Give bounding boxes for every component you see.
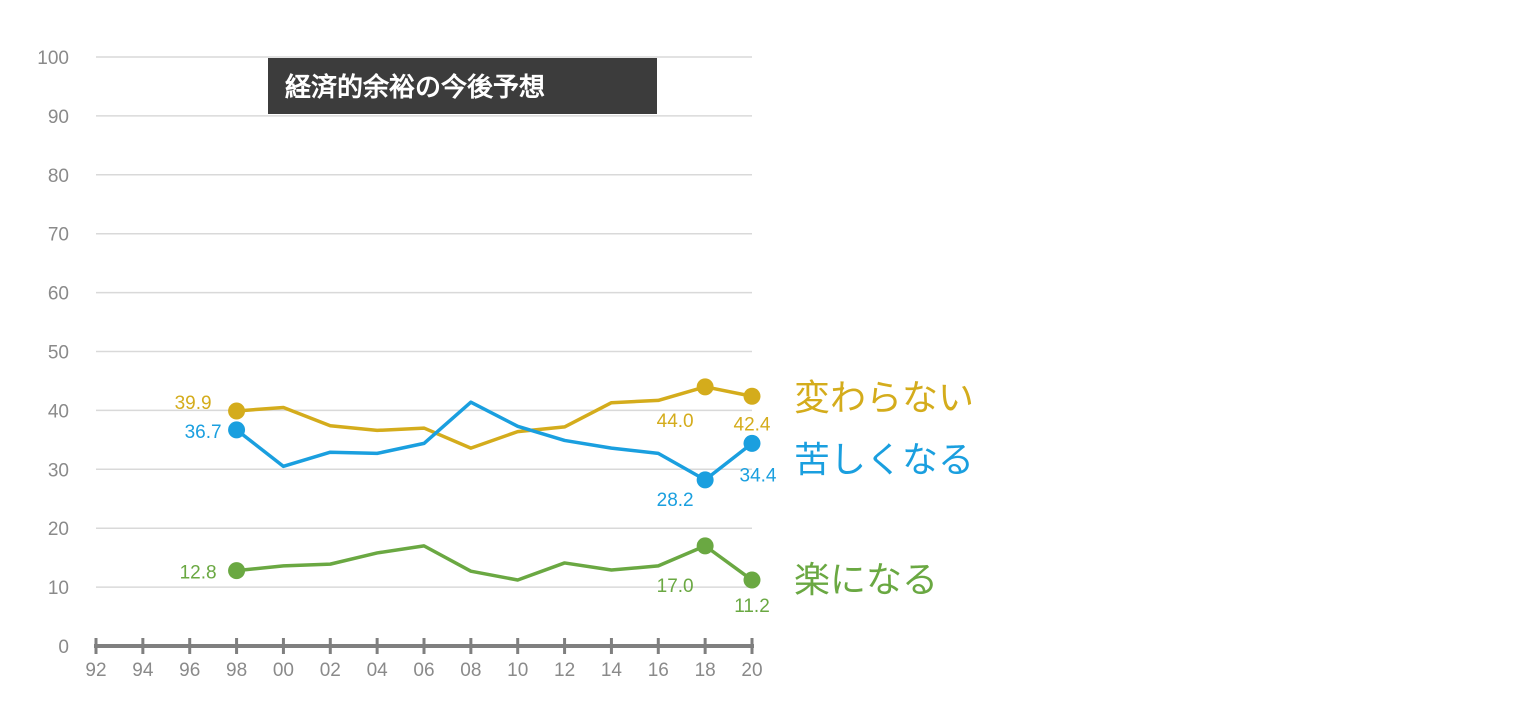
x-tick-label: 16 — [648, 660, 669, 681]
data-point-marker — [696, 471, 714, 489]
y-tick-label: 80 — [48, 166, 69, 187]
y-axis: 0 10 20 30 40 50 60 70 80 90 100 — [37, 48, 69, 658]
x-tick-label: 12 — [554, 660, 575, 681]
data-label: 28.2 — [657, 490, 694, 511]
y-tick-label: 70 — [48, 225, 69, 246]
y-tick-label: 60 — [48, 284, 69, 305]
data-point-marker — [228, 562, 246, 580]
data-point-marker — [696, 378, 714, 396]
series-line — [235, 400, 754, 482]
x-tick-label: 94 — [132, 660, 154, 681]
series-name-label: 変わらない — [794, 378, 974, 419]
y-tick-label: 30 — [48, 460, 69, 481]
chart-title: 経済的余裕の今後予想 — [285, 72, 545, 103]
title-background — [268, 58, 657, 114]
series-line — [236, 385, 753, 450]
data-label: 42.4 — [734, 414, 771, 435]
data-point-marker — [228, 402, 246, 420]
x-tick-label: 04 — [367, 660, 389, 681]
gridlines — [96, 56, 752, 588]
x-tick-label: 18 — [695, 660, 716, 681]
data-label: 39.9 — [175, 393, 212, 414]
data-label: 36.7 — [185, 422, 222, 443]
x-tick-label: 10 — [507, 660, 528, 681]
y-tick-label: 0 — [58, 637, 69, 658]
series-line — [236, 544, 754, 582]
x-tick-label: 98 — [226, 660, 247, 681]
data-point-marker — [743, 387, 761, 405]
series-name-label: 楽になる — [794, 560, 938, 601]
data-label: 17.0 — [657, 576, 694, 597]
y-tick-label: 50 — [48, 343, 69, 364]
data-label: 12.8 — [180, 563, 217, 584]
data-label: 44.0 — [657, 411, 694, 432]
x-tick-label: 00 — [273, 660, 294, 681]
data-point-marker — [696, 537, 714, 555]
x-tick-label: 08 — [460, 660, 481, 681]
data-label: 34.4 — [740, 465, 777, 486]
x-tick-label: 96 — [179, 660, 200, 681]
y-tick-label: 40 — [48, 401, 69, 422]
y-tick-label: 100 — [37, 48, 69, 69]
series-name-label: 苦しくなる — [794, 440, 974, 481]
x-tick-label: 02 — [320, 660, 341, 681]
data-label: 11.2 — [734, 596, 770, 617]
x-tick-label: 20 — [741, 660, 762, 681]
y-tick-label: 90 — [48, 107, 69, 128]
y-tick-label: 20 — [48, 519, 69, 540]
x-tick-label: 06 — [413, 660, 434, 681]
series-lines — [228, 378, 761, 589]
data-point-marker — [228, 421, 246, 439]
x-tick-label: 14 — [601, 660, 623, 681]
chart-title-box: 経済的余裕の今後予想 — [268, 58, 657, 114]
x-tick-label: 92 — [85, 660, 106, 681]
y-tick-label: 10 — [48, 578, 69, 599]
data-point-marker — [743, 434, 761, 452]
data-labels: 39.9 44.0 42.4 36.7 28.2 34.4 12.8 17.0 11.2 — [175, 393, 777, 617]
data-point-marker — [743, 571, 761, 589]
x-axis: 92 94 96 98 00 02 04 06 08 10 12 14 16 18 20 — [85, 638, 763, 681]
